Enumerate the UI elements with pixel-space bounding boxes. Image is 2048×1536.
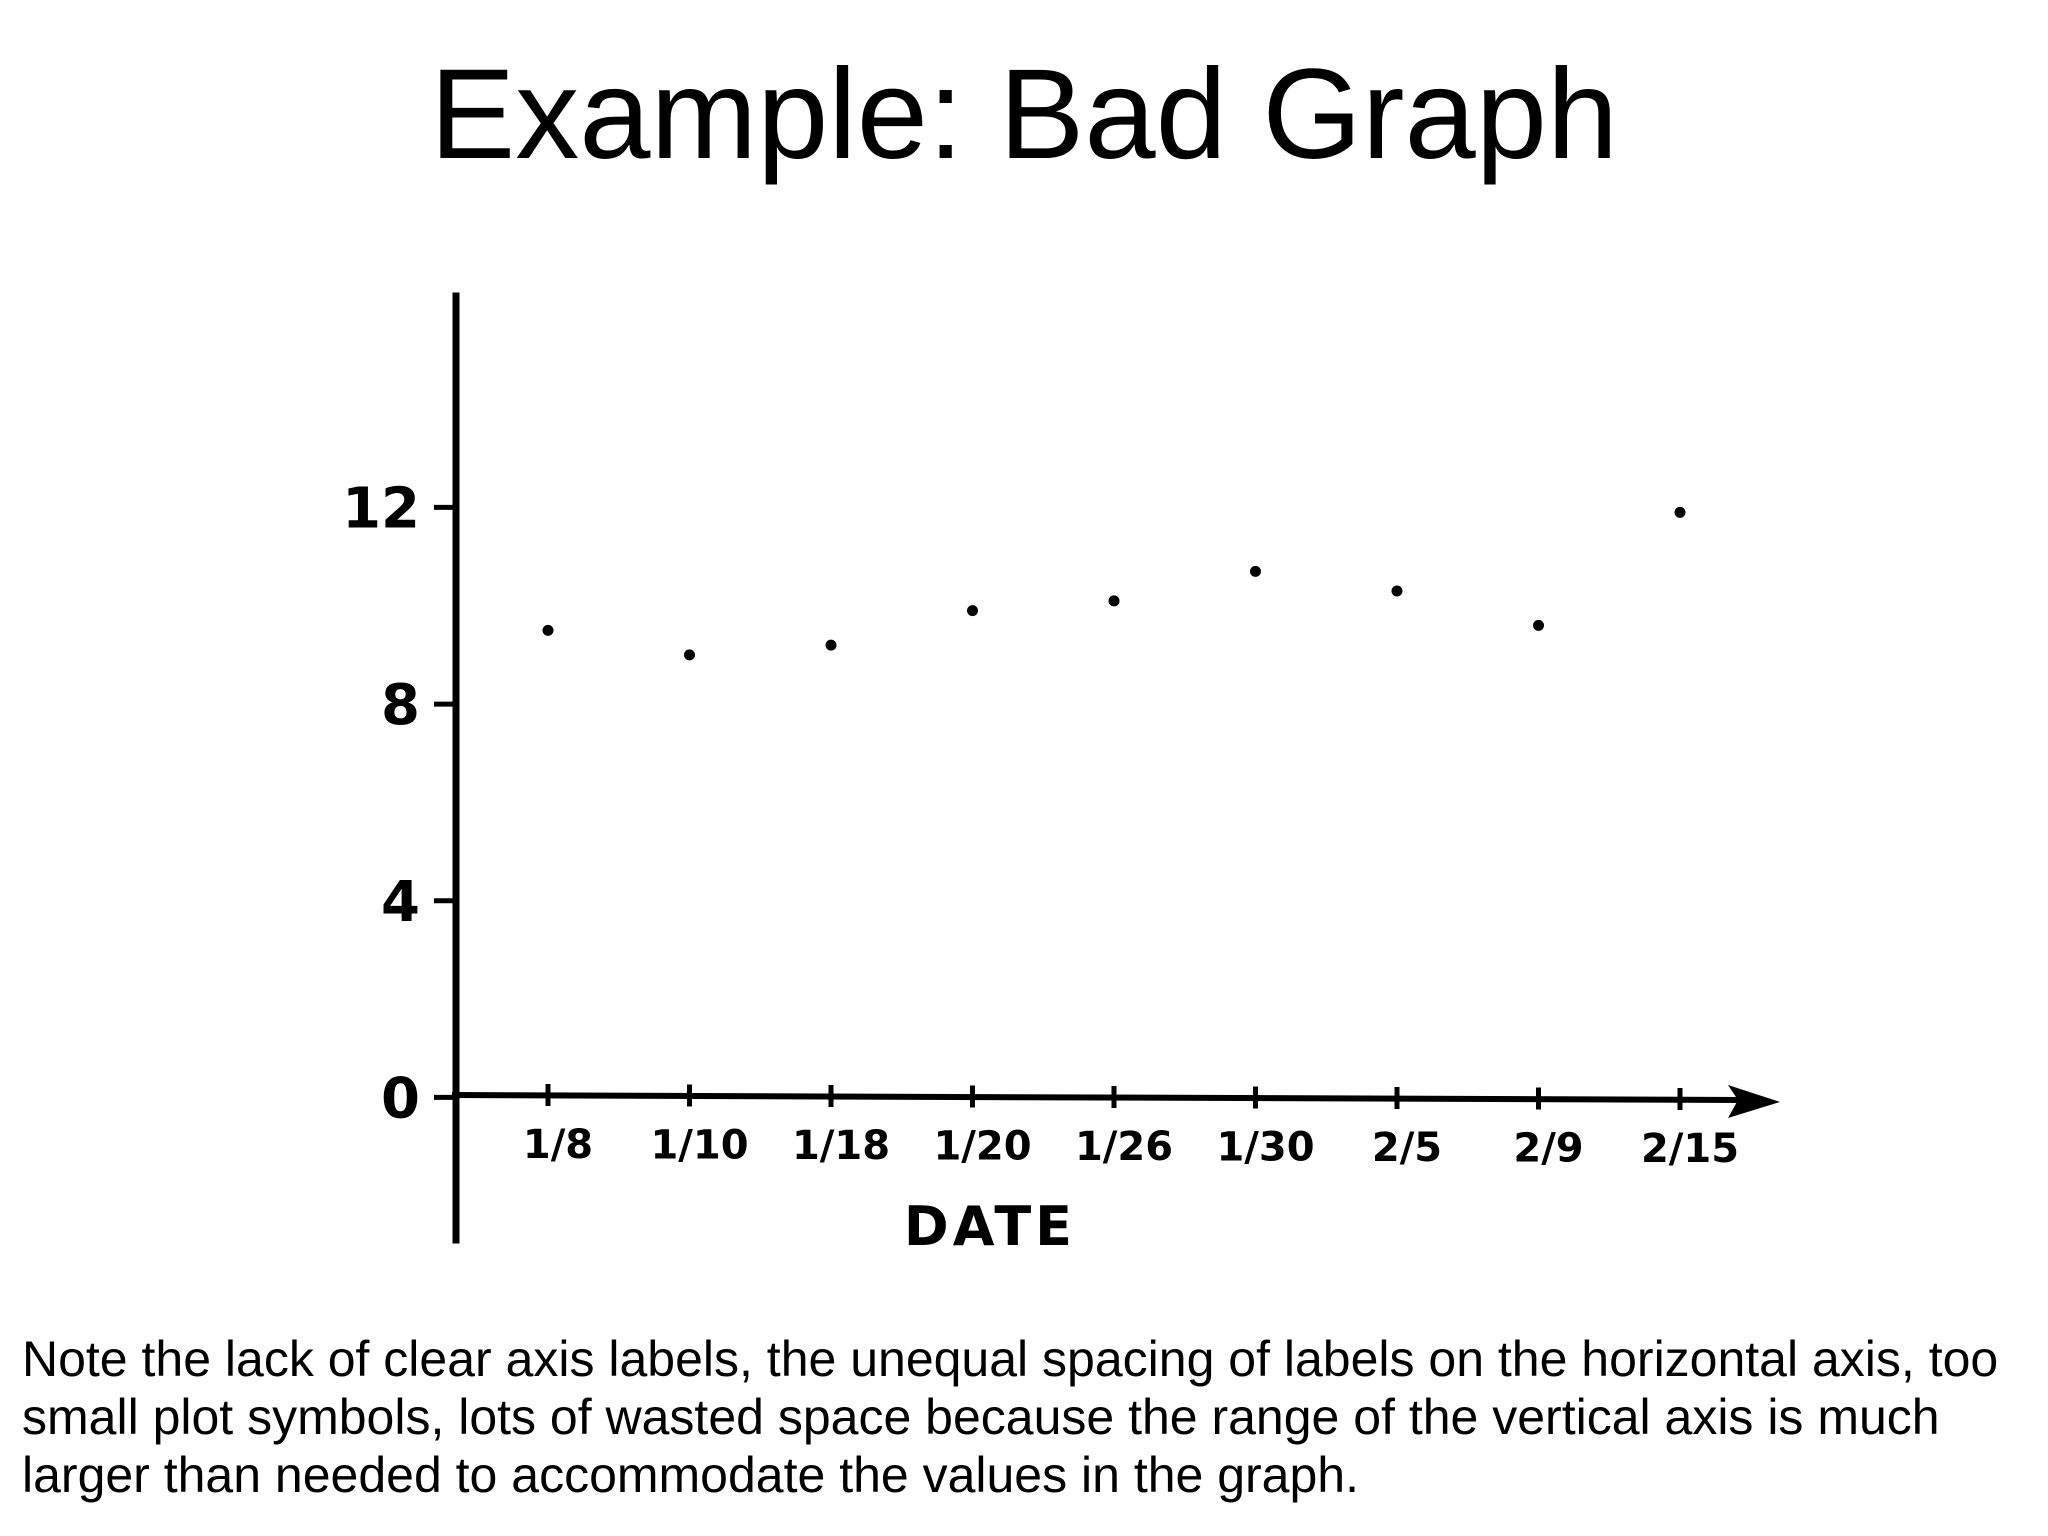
x-ticks: 1/8 1/10 1/18 1/20 1/26 1/30 2/5 2/9 2/15: [523, 1084, 1739, 1172]
data-point: [1391, 585, 1403, 597]
y-tick-label: 12: [342, 476, 420, 541]
x-tick-label: 1/10: [650, 1123, 748, 1169]
data-point: [825, 639, 837, 651]
x-axis-line: [451, 1092, 1741, 1103]
x-tick-label: 2/9: [1513, 1126, 1583, 1172]
data-points: [542, 506, 1686, 661]
data-point: [1674, 506, 1686, 518]
x-tick-label: 1/26: [1075, 1124, 1173, 1170]
y-tick-label: 0: [381, 1066, 420, 1131]
x-axis-label: DATE: [904, 1195, 1076, 1258]
x-tick-label: 1/18: [792, 1123, 890, 1169]
data-point: [967, 605, 978, 617]
x-axis-arrowhead: [1728, 1085, 1780, 1118]
x-tick-label: 1/20: [933, 1124, 1031, 1170]
x-tick-label: 1/30: [1216, 1125, 1314, 1171]
y-tick-label: 8: [381, 673, 420, 738]
caption: Note the lack of clear axis labels, the …: [22, 1331, 1999, 1503]
data-point: [542, 624, 554, 636]
data-point: [1108, 595, 1120, 607]
x-tick-label: 1/8: [523, 1122, 593, 1168]
y-tick-label: 4: [381, 870, 420, 935]
y-ticks: 0 4 8 12: [342, 476, 456, 1131]
slide-title: Example: Bad Graph: [429, 43, 1619, 186]
x-tick-label: 2/15: [1641, 1126, 1739, 1172]
x-tick-label: 2/5: [1372, 1125, 1442, 1171]
data-point: [1250, 565, 1261, 577]
data-point: [1533, 619, 1544, 631]
data-point: [684, 649, 695, 661]
